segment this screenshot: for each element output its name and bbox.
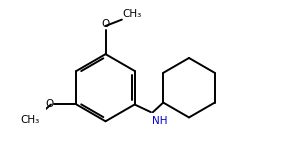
Text: CH₃: CH₃ — [123, 9, 142, 19]
Text: O: O — [101, 19, 110, 29]
Text: NH: NH — [153, 116, 168, 126]
Text: CH₃: CH₃ — [20, 115, 39, 125]
Text: O: O — [45, 99, 53, 110]
